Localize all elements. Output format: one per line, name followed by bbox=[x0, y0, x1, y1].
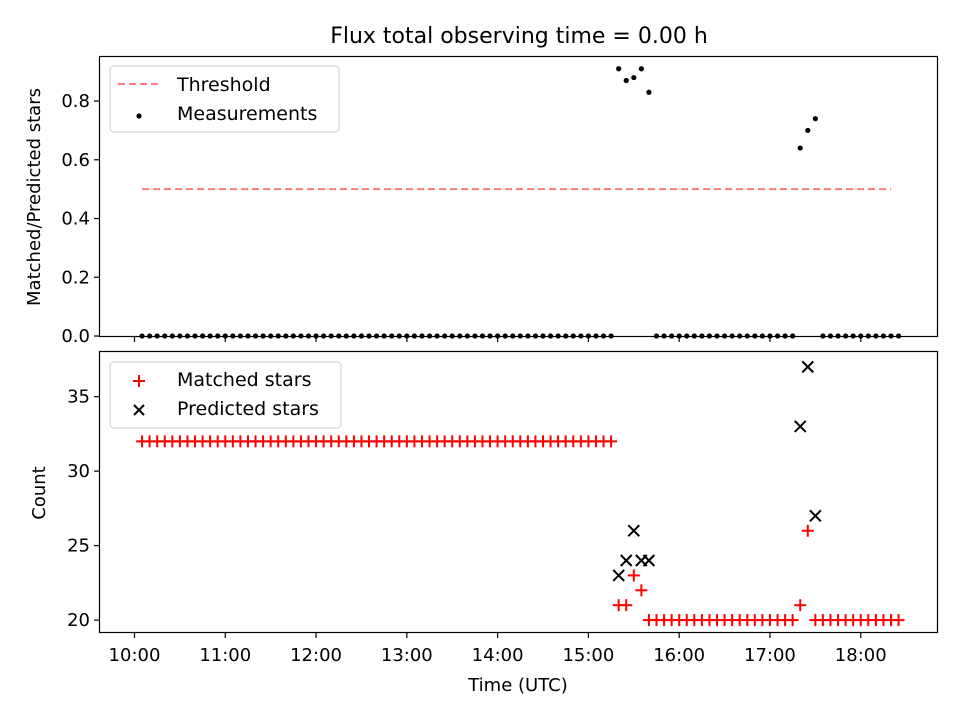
x-tick-label: 13:00 bbox=[381, 645, 433, 666]
bottom-y-tick-label: 25 bbox=[67, 536, 90, 557]
bottom-plot-frame bbox=[98, 350, 939, 634]
ratio-panel: Flux total observing time = 0.00 h Match… bbox=[24, 24, 939, 347]
top-y-axis-label: Matched/Predicted stars bbox=[24, 88, 45, 306]
top-y-tick-label: 0.6 bbox=[61, 150, 90, 171]
bottom-y-tick-label: 30 bbox=[67, 461, 90, 482]
measurement-point bbox=[631, 74, 637, 81]
bottom-y-axis-label: Count bbox=[29, 466, 50, 519]
measurement-point bbox=[805, 127, 811, 134]
top-y-ticks: 0.0 0.2 0.4 0.6 0.8 bbox=[61, 91, 100, 347]
top-plot-frame bbox=[98, 55, 939, 338]
matched-star-mark bbox=[620, 599, 633, 612]
measurement-point bbox=[623, 77, 629, 84]
matched-star-mark bbox=[809, 614, 822, 627]
bottom-legend-box bbox=[109, 361, 342, 429]
measurement-point bbox=[797, 145, 803, 151]
legend-predicted-label: Predicted stars bbox=[177, 398, 319, 420]
legend-measurements-label: Measurements bbox=[177, 103, 317, 125]
top-legend: Threshold Measurements bbox=[109, 65, 340, 133]
measurement-point bbox=[812, 116, 818, 122]
matched-star-mark bbox=[635, 584, 648, 597]
top-y-tick-label: 0.8 bbox=[61, 91, 90, 112]
matched-star-mark bbox=[627, 569, 640, 582]
bottom-legend: Matched stars Predicted stars bbox=[109, 361, 342, 429]
count-points bbox=[136, 360, 905, 627]
top-y-tick-label: 0.4 bbox=[61, 209, 90, 230]
matched-star-mark bbox=[801, 524, 814, 537]
legend-measurements-swatch bbox=[136, 113, 142, 119]
x-tick-label: 11:00 bbox=[199, 645, 251, 666]
predicted-star-mark bbox=[801, 360, 814, 374]
chart-title: Flux total observing time = 0.00 h bbox=[330, 24, 708, 49]
bottom-y-tick-label: 35 bbox=[67, 387, 90, 408]
legend-matched-swatch bbox=[133, 375, 145, 387]
count-panel: Count Time (UTC) 20 25 30 35 10:00 11:00 12:0… bbox=[29, 350, 939, 696]
top-y-tick-label: 0.2 bbox=[61, 267, 90, 288]
x-tick-label: 15:00 bbox=[562, 645, 614, 666]
matched-star-mark bbox=[642, 614, 655, 627]
x-tick-label: 16:00 bbox=[653, 645, 705, 666]
legend-predicted-swatch bbox=[133, 404, 145, 416]
matched-star-mark bbox=[794, 599, 807, 612]
predicted-star-mark bbox=[627, 524, 640, 537]
matched-star-mark bbox=[892, 614, 905, 627]
top-y-tick-label: 0.0 bbox=[61, 326, 90, 347]
top-x-ticks bbox=[133, 336, 862, 342]
predicted-star-mark bbox=[794, 420, 807, 433]
predicted-star-mark bbox=[642, 554, 656, 567]
bottom-y-ticks: 20 25 30 35 bbox=[67, 387, 100, 631]
matched-star-mark bbox=[786, 614, 799, 627]
measurement-point bbox=[646, 89, 652, 95]
x-tick-label: 17:00 bbox=[744, 645, 796, 666]
x-tick-label: 14:00 bbox=[472, 645, 524, 666]
x-tick-label: 10:00 bbox=[109, 645, 161, 666]
top-legend-box bbox=[109, 65, 340, 133]
x-tick-label: 12:00 bbox=[290, 645, 342, 666]
x-tick-label: 18:00 bbox=[835, 645, 887, 666]
measurement-point bbox=[616, 66, 622, 72]
x-axis-label: Time (UTC) bbox=[467, 675, 568, 696]
bottom-y-tick-label: 20 bbox=[67, 610, 90, 631]
predicted-star-mark bbox=[612, 569, 625, 582]
matched-star-mark bbox=[605, 435, 618, 448]
legend-threshold-label: Threshold bbox=[176, 74, 271, 96]
measurement-point bbox=[638, 66, 644, 72]
bottom-x-ticks: 10:00 11:00 12:00 13:00 14:00 15:00 16:00 17:00… bbox=[109, 632, 887, 666]
predicted-star-mark bbox=[809, 509, 822, 523]
legend-matched-label: Matched stars bbox=[177, 369, 311, 391]
predicted-star-mark bbox=[620, 554, 633, 567]
